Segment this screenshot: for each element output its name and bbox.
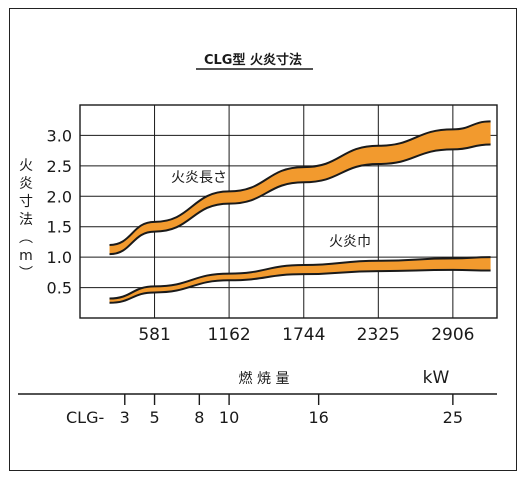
y-axis-label-char: 寸 [19,194,33,210]
plot-border [79,104,498,319]
model-label: 16 [308,408,328,427]
band-upper-edge [109,120,491,246]
y-axis-label-char: ︵ [19,230,33,246]
model-label: 3 [120,408,130,427]
x-tick-label: 1162 [207,325,250,345]
x-axis-label: 燃 焼 量 [239,370,290,387]
x-tick-label: 1744 [282,325,325,345]
band-lower-edge [109,143,491,256]
chart-title: CLG型 火炎寸法 [204,52,302,68]
y-tick-label: 2.0 [47,187,72,206]
band-lower-edge [109,268,491,304]
y-tick-label: 0.5 [47,279,72,298]
x-tick-label: 2906 [431,325,474,345]
model-label: 25 [443,408,463,427]
y-tick-label: 1.0 [47,248,72,267]
x-axis-unit: kW [423,368,450,388]
y-tick-label: 1.5 [47,218,72,237]
y-axis-label-char: 火 [19,158,33,174]
y-tick-label: 2.5 [47,157,72,176]
band-upper-edge [109,256,491,300]
x-tick-label: 581 [138,325,170,345]
model-label: 8 [194,408,204,427]
series-label-flame-length: 火炎長さ [171,170,227,186]
y-axis-label-char: ︶ [19,266,33,282]
x-tick-label: 2325 [357,325,400,345]
chart-frame [9,8,517,471]
band-flame-width [109,257,491,303]
model-scale-prefix: CLG- [66,408,104,427]
y-tick-label: 3.0 [47,126,72,145]
y-axis-label-char: 法 [19,212,33,228]
band-flame-length [109,121,491,255]
y-axis-label-char: 炎 [19,176,33,192]
model-label: 5 [149,408,159,427]
model-label: 10 [219,408,239,427]
series-label-flame-width: 火炎巾 [329,234,371,250]
y-axis-label-char: m [19,248,33,264]
